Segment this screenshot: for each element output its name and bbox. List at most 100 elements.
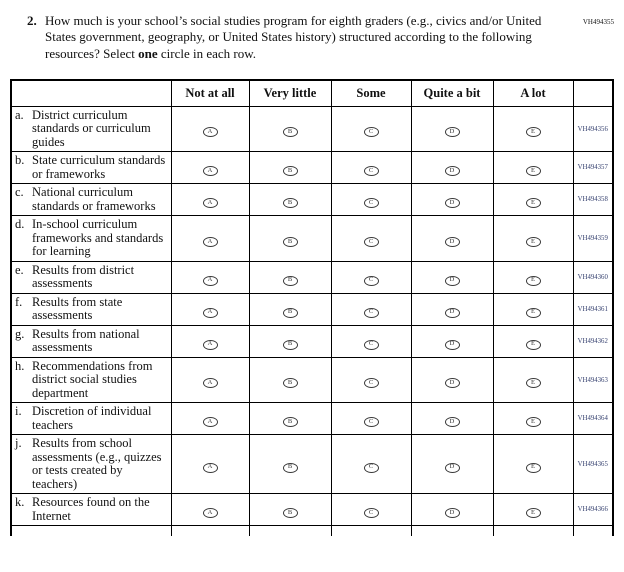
answer-oval-j-a-lot[interactable]: E [525,462,541,473]
answer-oval-d-very-little[interactable]: B [282,236,298,247]
question-text: How much is your school’s social studies… [45,13,555,62]
row-label: State curriculum standards or frameworks [32,153,166,181]
option-cell-e-not-at-all: A [170,260,250,294]
option-cell-j-very-little: B [248,434,332,495]
stub-cell [248,525,332,537]
answer-oval-a-a-lot[interactable]: E [525,127,541,138]
row-letter: i. [15,404,22,419]
table-row-e: e. Results from district assessments A B C D E… [10,260,614,294]
option-cell-e-some: C [330,260,412,294]
answer-oval-d-some[interactable]: C [363,236,379,247]
option-cell-i-some: C [330,402,412,436]
answer-oval-h-very-little[interactable]: B [282,378,298,389]
answer-oval-k-not-at-all[interactable]: A [202,508,218,518]
answer-oval-f-some[interactable]: C [363,307,379,318]
option-cell-d-quite-a-bit: D [410,215,494,262]
answer-oval-b-very-little[interactable]: B [282,166,298,176]
column-header-very-little: Very little [248,79,332,107]
answer-oval-f-a-lot[interactable]: E [525,307,541,318]
option-cell-e-very-little: B [248,260,332,294]
option-cell-a-quite-a-bit: D [410,105,494,153]
row-code: VH494362 [572,324,614,358]
answer-oval-b-not-at-all[interactable]: A [202,166,218,176]
option-cell-b-a-lot: E [492,151,574,185]
header-row: Not at all Very little Some Quite a bit A lo… [10,79,614,107]
answer-oval-e-a-lot[interactable]: E [525,275,541,286]
answer-oval-f-very-little[interactable]: B [282,307,298,318]
option-cell-k-not-at-all: A [170,493,250,527]
option-cell-d-very-little: B [248,215,332,262]
answer-oval-e-quite-a-bit[interactable]: D [444,275,460,286]
answer-oval-g-some[interactable]: C [363,339,379,350]
answer-oval-i-very-little[interactable]: B [282,417,298,427]
answer-oval-a-some[interactable]: C [363,127,379,138]
answer-oval-g-quite-a-bit[interactable]: D [444,339,460,350]
answer-oval-k-a-lot[interactable]: E [525,508,541,518]
answer-oval-e-not-at-all[interactable]: A [202,275,218,286]
row-code: VH494357 [572,151,614,185]
option-cell-c-a-lot: E [492,183,574,217]
option-cell-k-very-little: B [248,493,332,527]
option-cell-b-not-at-all: A [170,151,250,185]
answer-oval-c-a-lot[interactable]: E [525,198,541,208]
answer-oval-c-not-at-all[interactable]: A [202,198,218,208]
code-column-header [572,79,614,107]
table-continuation-stub [10,525,614,537]
answer-oval-a-not-at-all[interactable]: A [202,127,218,138]
answer-oval-c-quite-a-bit[interactable]: D [444,198,460,208]
row-code: VH494363 [572,356,614,404]
answer-oval-i-not-at-all[interactable]: A [202,417,218,427]
option-cell-g-a-lot: E [492,324,574,358]
answer-oval-c-some[interactable]: C [363,198,379,208]
answer-oval-k-some[interactable]: C [363,508,379,518]
column-header-a-lot: A lot [492,79,574,107]
answer-oval-g-not-at-all[interactable]: A [202,339,218,350]
answer-oval-a-very-little[interactable]: B [282,127,298,138]
answer-oval-j-quite-a-bit[interactable]: D [444,462,460,473]
row-letter: b. [15,153,25,168]
answer-oval-h-quite-a-bit[interactable]: D [444,378,460,389]
option-cell-c-very-little: B [248,183,332,217]
answer-oval-j-very-little[interactable]: B [282,462,298,473]
answer-oval-d-quite-a-bit[interactable]: D [444,236,460,247]
answer-oval-i-a-lot[interactable]: E [525,417,541,427]
row-letter: a. [15,107,24,122]
row-code: VH494360 [572,260,614,294]
row-label: Results from school assessments (e.g., q… [32,436,162,491]
row-letter: g. [15,326,25,341]
answer-oval-e-very-little[interactable]: B [282,275,298,286]
answer-oval-k-very-little[interactable]: B [282,508,298,518]
row-letter: k. [15,495,25,510]
answer-oval-h-a-lot[interactable]: E [525,378,541,389]
answer-oval-f-quite-a-bit[interactable]: D [444,307,460,318]
answer-oval-h-some[interactable]: C [363,378,379,389]
answer-oval-j-some[interactable]: C [363,462,379,473]
answer-oval-b-quite-a-bit[interactable]: D [444,166,460,176]
option-cell-i-a-lot: E [492,402,574,436]
question-text-before: How much is your school’s social studies… [45,13,542,61]
answer-oval-e-some[interactable]: C [363,275,379,286]
option-cell-h-quite-a-bit: D [410,356,494,404]
row-label-cell: h. Recommendations from district social s… [10,356,172,404]
answer-oval-d-a-lot[interactable]: E [525,236,541,247]
answer-oval-k-quite-a-bit[interactable]: D [444,508,460,518]
answer-oval-b-some[interactable]: C [363,166,379,176]
answer-oval-c-very-little[interactable]: B [282,198,298,208]
stub-cell [170,525,250,537]
answer-oval-d-not-at-all[interactable]: A [202,236,218,247]
answer-oval-f-not-at-all[interactable]: A [202,307,218,318]
option-cell-g-quite-a-bit: D [410,324,494,358]
answer-oval-j-not-at-all[interactable]: A [202,462,218,473]
answer-oval-g-very-little[interactable]: B [282,339,298,350]
option-cell-g-very-little: B [248,324,332,358]
answer-oval-b-a-lot[interactable]: E [525,166,541,176]
option-cell-b-some: C [330,151,412,185]
answer-oval-i-quite-a-bit[interactable]: D [444,417,460,427]
row-code: VH494364 [572,402,614,436]
answer-oval-g-a-lot[interactable]: E [525,339,541,350]
corner-cell [10,79,172,107]
answer-oval-a-quite-a-bit[interactable]: D [444,127,460,138]
answer-oval-i-some[interactable]: C [363,417,379,427]
answer-oval-h-not-at-all[interactable]: A [202,378,218,389]
option-cell-f-a-lot: E [492,292,574,326]
